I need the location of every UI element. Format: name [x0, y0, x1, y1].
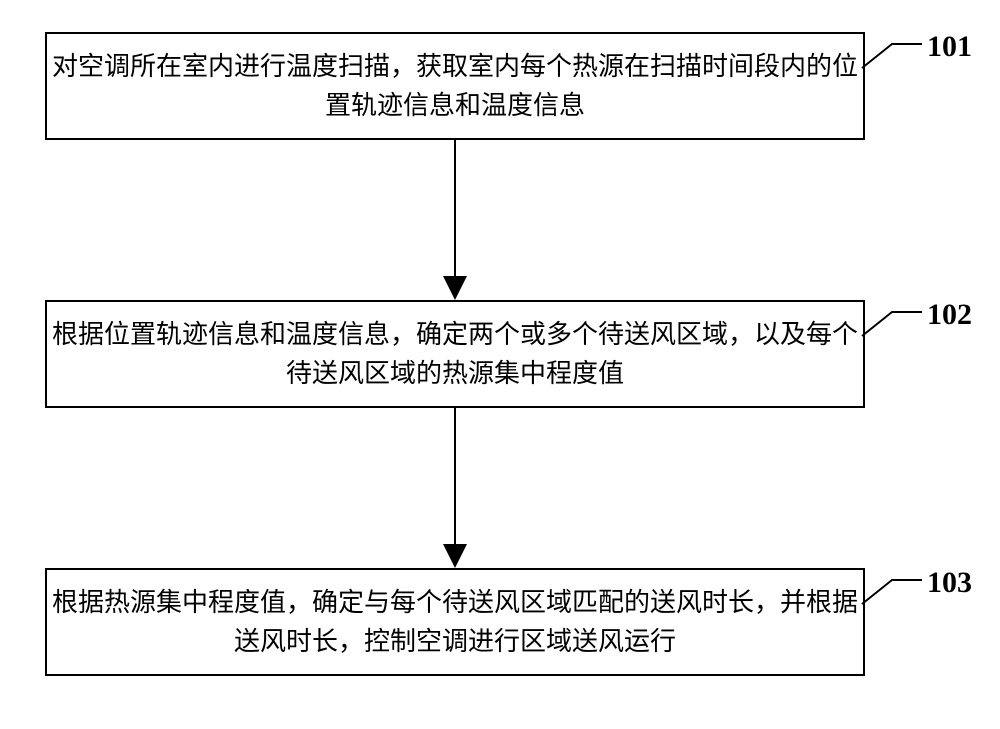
flowchart-canvas: 对空调所在室内进行温度扫描，获取室内每个热源在扫描时间段内的位置轨迹信息和温度信… [0, 0, 1000, 729]
pointer-103 [0, 0, 1000, 729]
